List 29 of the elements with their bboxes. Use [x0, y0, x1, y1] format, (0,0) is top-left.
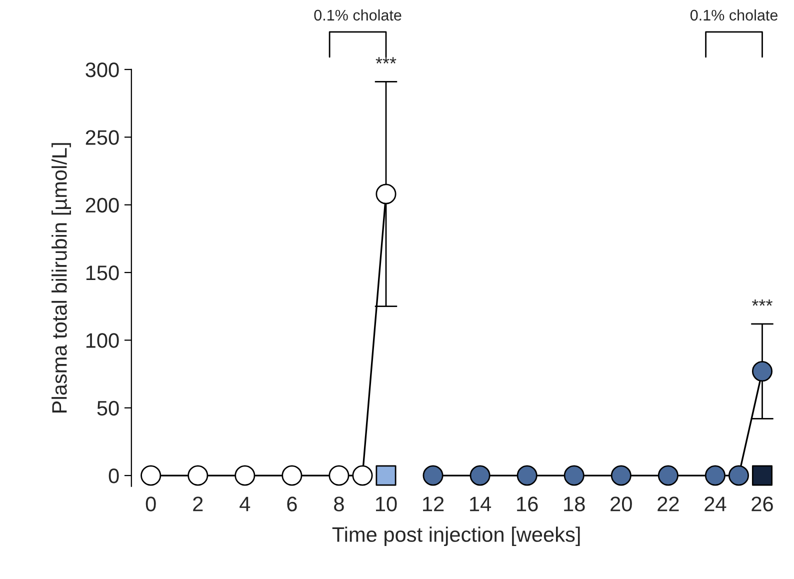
x-tick-label: 26: [752, 496, 773, 512]
x-tick-label: 4: [240, 496, 250, 512]
text: 0.1% cholate: [314, 9, 402, 21]
point: [376, 465, 396, 486]
x-tick-label: 16: [517, 496, 538, 512]
y-tick-label: 100: [86, 333, 119, 348]
y-tick-label: 250: [86, 130, 119, 145]
text: ***: [376, 57, 396, 64]
x-tick-label: 22: [658, 496, 679, 512]
point: [752, 465, 773, 486]
y-axis-title: Plasma total bilirubin [µmol/L]: [52, 143, 71, 412]
annotation: ***: [752, 299, 772, 306]
x-tick-label: 2: [193, 496, 203, 512]
x-tick-label: 14: [470, 496, 492, 512]
x-tick-label: 0: [146, 496, 156, 512]
y-tick-label: 300: [86, 62, 119, 78]
x-tick-label: 20: [610, 496, 632, 512]
x-axis-title: Time post injection [weeks]: [332, 526, 580, 546]
x-tick-label: 18: [564, 496, 585, 512]
x-tick-label: 6: [287, 496, 297, 512]
x-tick-label: 10: [376, 496, 397, 512]
y-tick-label: 200: [86, 198, 119, 213]
y-tick-label: 150: [86, 266, 119, 280]
text: 0.1% cholate: [690, 9, 778, 21]
y-tick-label: 0: [108, 468, 119, 484]
x-tick-label: 12: [423, 496, 444, 512]
y-tick-label: 50: [97, 400, 119, 416]
x-tick-label: 8: [334, 496, 344, 512]
x-tick-label: 24: [704, 496, 726, 512]
